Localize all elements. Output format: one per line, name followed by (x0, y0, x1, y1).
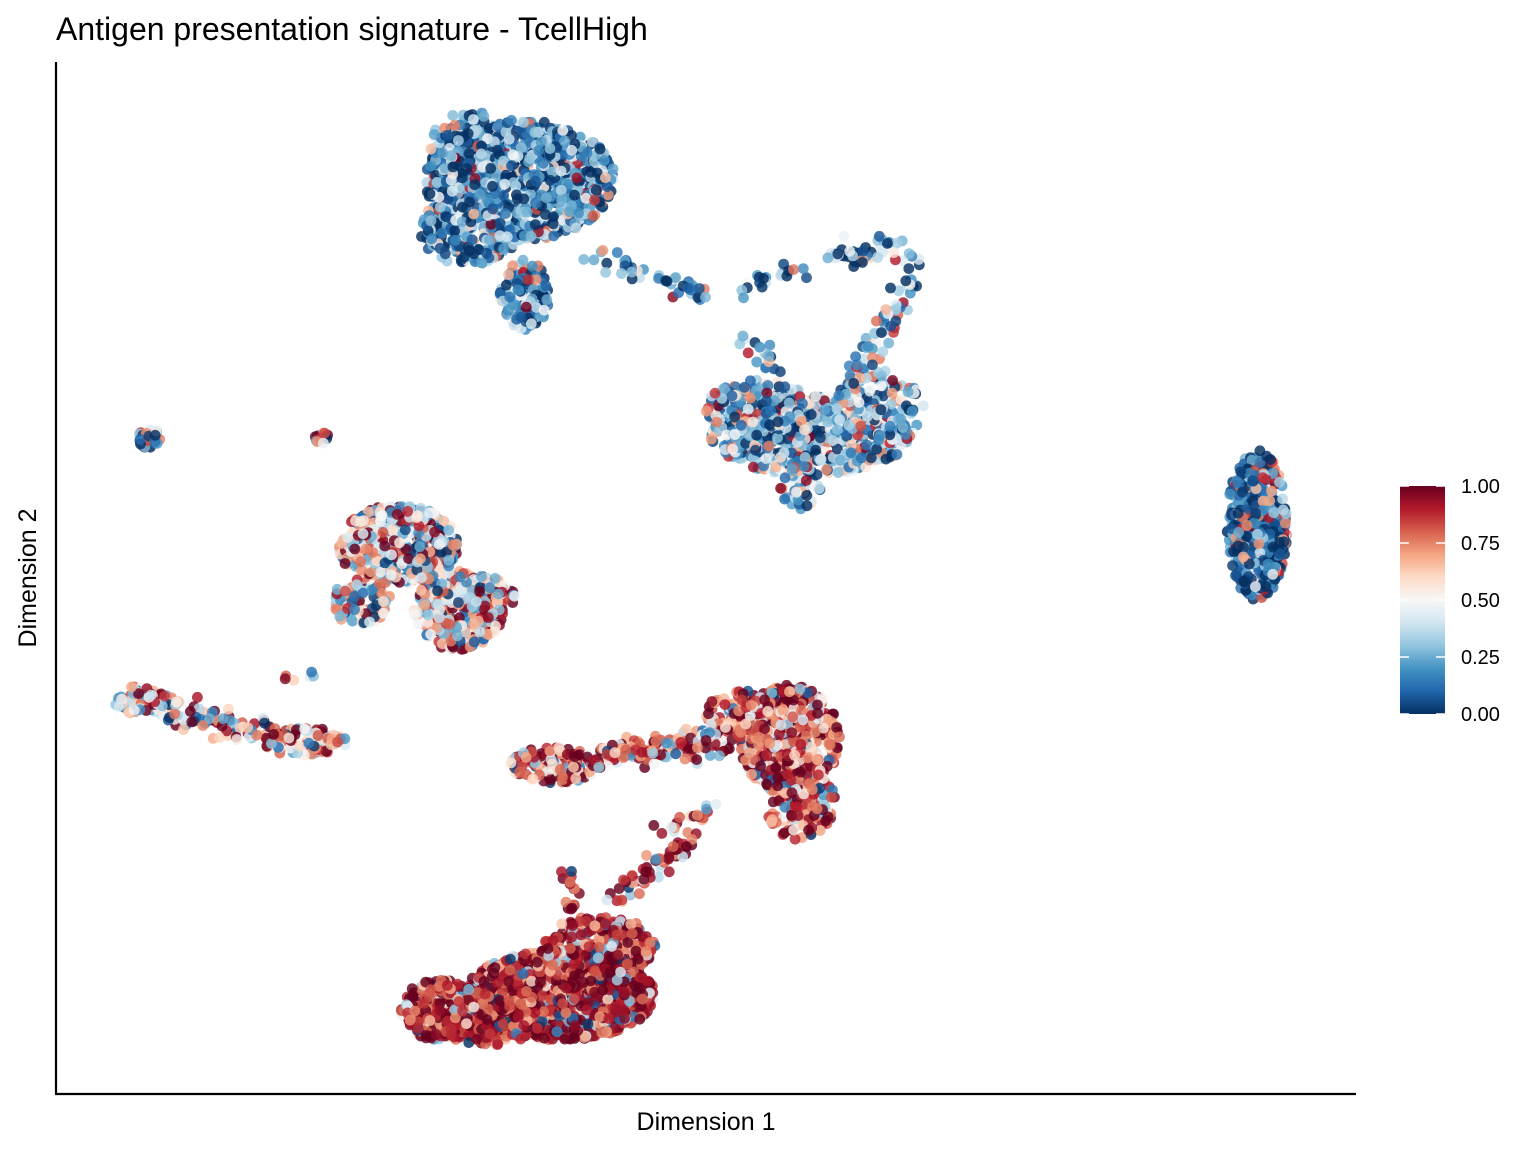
scatter-point (178, 724, 189, 735)
scatter-point (447, 110, 459, 121)
scatter-point (648, 820, 660, 831)
scatter-point (363, 506, 374, 518)
scatter-point (794, 774, 806, 786)
scatter-point (882, 238, 893, 249)
scatter-points (110, 107, 1292, 1050)
scatter-point (556, 866, 567, 878)
scatter-point (339, 585, 351, 597)
scatter-point (653, 871, 664, 883)
scatter-point (563, 178, 575, 190)
scatter-point (437, 638, 448, 650)
scatter-point (625, 918, 637, 930)
scatter-point (801, 272, 812, 284)
scatter-point (503, 304, 515, 316)
scatter-point (680, 723, 692, 735)
scatter-point (911, 419, 923, 431)
scatter-point (903, 263, 915, 274)
scatter-point (193, 703, 205, 714)
scatter-point (779, 493, 790, 505)
scatter-point (259, 717, 270, 729)
scatter-point (616, 268, 627, 279)
scatter-point (764, 339, 776, 351)
scatter-point (613, 883, 625, 894)
scatter-point (566, 866, 577, 877)
scatter-point (375, 566, 386, 578)
scatter-point (578, 254, 590, 265)
scatter-point (438, 515, 450, 527)
scatter-point (885, 398, 897, 410)
scatter-point (639, 762, 651, 773)
scatter-point (656, 828, 668, 839)
scatter-point (677, 851, 689, 863)
scatter-point (779, 801, 791, 813)
scatter-point (601, 257, 613, 269)
scatter-point (693, 283, 705, 294)
scatter-point (641, 850, 652, 861)
scatter-point (357, 587, 369, 599)
scatter-point (742, 347, 754, 359)
scatter-point (883, 337, 895, 349)
scatter-point (288, 674, 300, 686)
scatter-point (185, 706, 196, 717)
scatter-point (797, 263, 809, 274)
scatter-point (822, 252, 834, 264)
scatter-point (674, 811, 685, 823)
scatter-point (705, 433, 717, 445)
scatter-point (875, 380, 887, 392)
scatter-point (904, 287, 916, 299)
scatter-point (888, 247, 900, 258)
chart-title: Antigen presentation signature - TcellHi… (56, 11, 648, 47)
scatter-point (891, 237, 903, 249)
scatter-point (1246, 454, 1258, 466)
scatter-point (789, 833, 801, 845)
scatter-point (588, 254, 600, 266)
scatter-point (692, 292, 704, 303)
scatter-point (917, 400, 929, 412)
scatter-point (192, 691, 203, 703)
